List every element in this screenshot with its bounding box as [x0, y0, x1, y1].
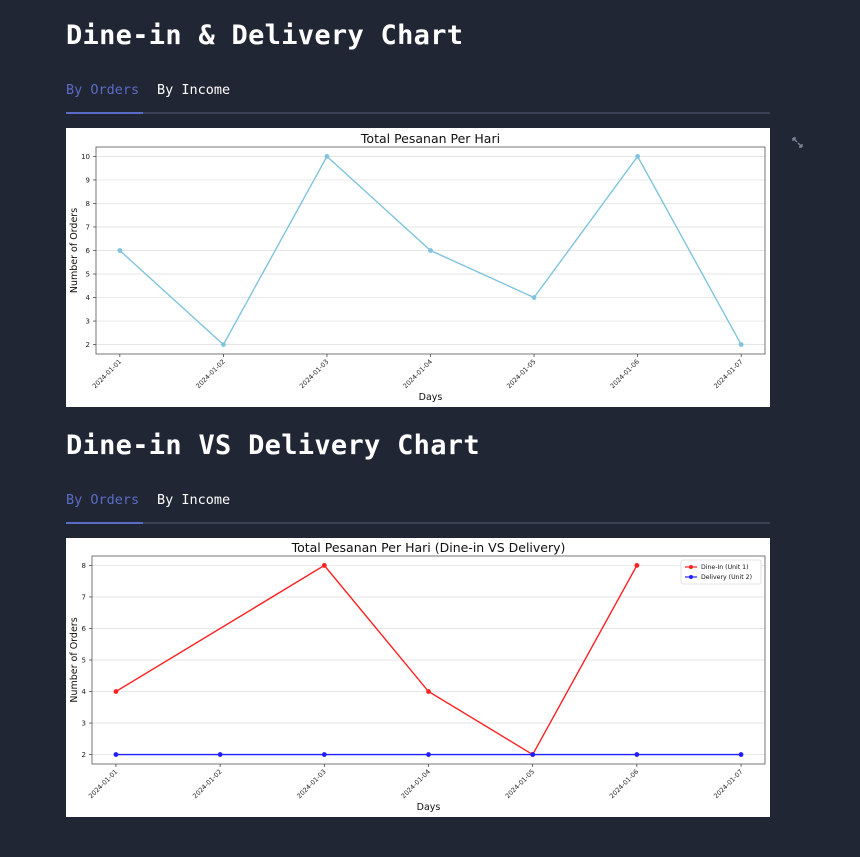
- tab-by-orders[interactable]: By Orders: [66, 492, 140, 508]
- data-point: [530, 752, 536, 757]
- legend-box: [680, 559, 762, 585]
- y-tick-label: 3: [86, 318, 90, 326]
- expand-icon[interactable]: [792, 137, 803, 148]
- y-axis-label: Number of Orders: [69, 208, 80, 293]
- tab-bar: By Orders By Income: [66, 80, 770, 114]
- legend-label: Dine-In (Unit 1): [701, 564, 749, 571]
- y-tick-label: 6: [86, 247, 91, 255]
- y-tick-label: 10: [81, 153, 90, 161]
- data-point: [635, 154, 641, 159]
- x-tick-label: 2024-01-03: [295, 768, 327, 800]
- chart-container: Total Pesanan Per Hari 2 3 4 5 6 7 8 9 10 2024-01-…: [66, 128, 770, 407]
- data-point: [531, 295, 537, 300]
- x-tick-label: 2024-01-07: [712, 358, 744, 390]
- data-point: [738, 342, 744, 347]
- data-point: [428, 248, 433, 253]
- legend-label: Delivery (Unit 2): [701, 574, 752, 581]
- y-tick-label: 2: [82, 751, 86, 759]
- data-point: [113, 752, 119, 757]
- y-tick-label: 6: [82, 625, 87, 633]
- y-tick-label: 5: [82, 657, 86, 665]
- x-tick-label: 2024-01-05: [505, 358, 537, 390]
- y-tick-label: 3: [82, 720, 86, 728]
- chart-container: Total Pesanan Per Hari (Dine-in VS Deliv…: [66, 538, 770, 817]
- x-tick-label: 2024-01-06: [609, 358, 641, 390]
- data-point: [117, 248, 123, 253]
- y-tick-label: 8: [82, 562, 86, 570]
- x-tick-label: 2024-01-06: [608, 768, 640, 800]
- y-tick-label: 5: [86, 271, 90, 279]
- data-point: [113, 689, 119, 694]
- data-point: [217, 752, 223, 757]
- tab-bar: By Orders By Income: [66, 490, 770, 524]
- data-point: [634, 752, 640, 757]
- x-tick-label: 2024-01-02: [191, 768, 223, 800]
- data-point: [324, 154, 330, 159]
- x-tick-label: 2024-01-07: [712, 768, 744, 800]
- y-tick-label: 9: [86, 176, 90, 184]
- data-point: [220, 342, 226, 347]
- tab-by-orders[interactable]: By Orders: [66, 82, 140, 98]
- section-title: Dine-in & Delivery Chart: [66, 20, 464, 51]
- chart-title: Total Pesanan Per Hari (Dine-in VS Deliv…: [291, 540, 566, 555]
- data-point: [321, 752, 327, 757]
- chart-title: Total Pesanan Per Hari: [360, 131, 500, 146]
- y-tick-label: 2: [86, 341, 90, 349]
- active-tab-indicator: [66, 112, 143, 114]
- y-tick-label: 7: [82, 593, 86, 601]
- legend-swatch-marker: [689, 575, 693, 579]
- x-tick-label: 2024-01-02: [194, 358, 226, 390]
- tab-by-income[interactable]: By Income: [157, 82, 231, 98]
- data-point: [321, 563, 327, 568]
- x-tick-label: 2024-01-04: [400, 768, 432, 800]
- orders-line-chart: Total Pesanan Per Hari 2 3 4 5 6 7 8 9 10 2024-01-…: [69, 131, 766, 403]
- x-tick-label: 2024-01-04: [402, 358, 434, 390]
- x-axis-label: Days: [419, 392, 443, 403]
- y-tick-label: 8: [86, 200, 90, 208]
- section-title: Dine-in VS Delivery Chart: [66, 430, 480, 461]
- y-tick-label: 4: [82, 688, 87, 696]
- y-tick-label: 7: [86, 223, 90, 231]
- legend-swatch-marker: [689, 565, 693, 569]
- x-axis-label: Days: [417, 802, 441, 813]
- data-point: [426, 752, 431, 757]
- data-point: [634, 563, 640, 568]
- x-tick-label: 2024-01-03: [298, 358, 330, 390]
- legend: Dine-In (Unit 1) Delivery (Unit 2): [680, 559, 762, 585]
- x-tick-label: 2024-01-05: [504, 768, 536, 800]
- x-tick-label: 2024-01-01: [87, 768, 119, 800]
- active-tab-indicator: [66, 522, 143, 524]
- y-tick-label: 4: [86, 294, 91, 302]
- x-tick-label: 2024-01-01: [91, 358, 123, 390]
- data-point: [426, 689, 431, 694]
- data-point: [738, 752, 744, 757]
- dine-vs-delivery-line-chart: Total Pesanan Per Hari (Dine-in VS Deliv…: [69, 540, 766, 813]
- y-axis-label: Number of Orders: [69, 617, 80, 702]
- tab-by-income[interactable]: By Income: [157, 492, 231, 508]
